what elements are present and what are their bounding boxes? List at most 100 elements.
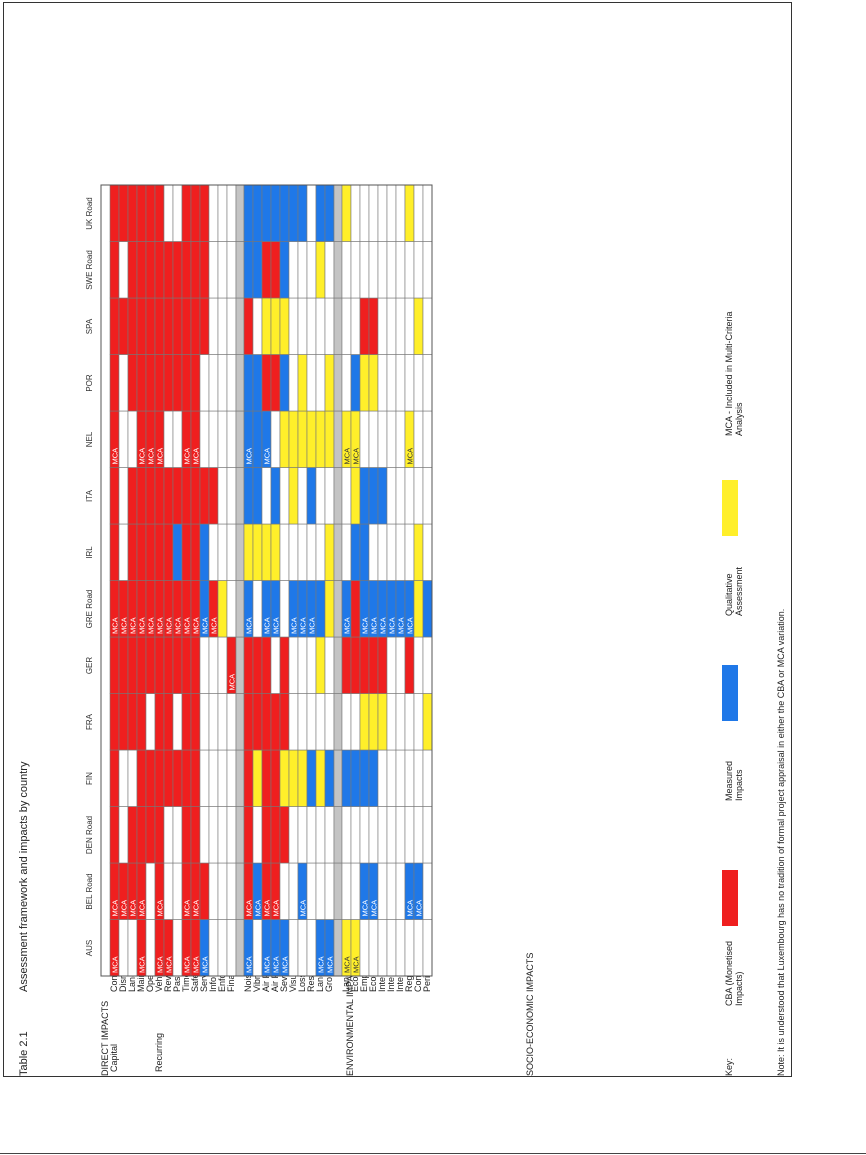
table-cell bbox=[118, 580, 129, 638]
table-cell bbox=[270, 354, 281, 412]
table-cell bbox=[181, 749, 192, 807]
table-cell bbox=[154, 636, 165, 694]
table-cell bbox=[297, 297, 308, 355]
mca-marker: MCA bbox=[245, 900, 254, 917]
table-cell bbox=[359, 297, 370, 355]
table-cell bbox=[279, 862, 290, 920]
table-cell bbox=[235, 636, 245, 694]
mca-marker: MCA bbox=[147, 448, 156, 465]
table-cell bbox=[163, 580, 174, 638]
mca-marker: MCA bbox=[397, 617, 406, 634]
table-cell bbox=[279, 749, 290, 807]
table-cell bbox=[181, 862, 192, 920]
legend-swatch bbox=[722, 486, 738, 516]
mca-marker: MCA bbox=[111, 900, 120, 917]
mca-marker: MCA bbox=[245, 617, 254, 634]
mca-marker: MCA bbox=[201, 617, 210, 634]
table-cell bbox=[324, 523, 335, 581]
country-header: SWE Road bbox=[85, 250, 94, 290]
table-cell bbox=[181, 806, 192, 864]
table-cell bbox=[109, 241, 120, 299]
table-cell bbox=[324, 297, 335, 355]
table-cell bbox=[109, 806, 120, 864]
table-cell bbox=[333, 636, 343, 694]
table-cell bbox=[145, 354, 156, 412]
table-cell bbox=[190, 184, 201, 242]
table-cell bbox=[359, 749, 370, 807]
table-cell bbox=[190, 749, 201, 807]
mca-marker: MCA bbox=[290, 617, 299, 634]
table-cell bbox=[127, 806, 138, 864]
table-cell bbox=[341, 749, 352, 807]
table-cell bbox=[404, 523, 415, 581]
table-cell bbox=[288, 410, 299, 468]
table-cell bbox=[333, 693, 343, 751]
table-cell bbox=[261, 749, 272, 807]
table-cell bbox=[190, 467, 201, 525]
table-cell bbox=[404, 467, 415, 525]
table-cell bbox=[181, 580, 192, 638]
mca-marker: MCA bbox=[272, 617, 281, 634]
table-cell bbox=[199, 749, 210, 807]
table-cell bbox=[261, 467, 272, 525]
mca-marker: MCA bbox=[406, 617, 415, 634]
table-cell bbox=[350, 806, 361, 864]
table-cell bbox=[279, 636, 290, 694]
table-cell bbox=[341, 241, 352, 299]
table-cell bbox=[315, 467, 326, 525]
table-cell bbox=[359, 241, 370, 299]
table-cell bbox=[181, 467, 192, 525]
table-cell bbox=[377, 862, 388, 920]
table-cell bbox=[341, 523, 352, 581]
table-cell bbox=[324, 354, 335, 412]
mca-marker: MCA bbox=[245, 448, 254, 465]
table-cell bbox=[235, 410, 245, 468]
table-cell bbox=[127, 184, 138, 242]
table-cell bbox=[199, 806, 210, 864]
table-cell bbox=[136, 523, 147, 581]
table-cell bbox=[208, 580, 219, 638]
table-cell bbox=[172, 523, 183, 581]
table-cell bbox=[395, 862, 406, 920]
table-cell bbox=[324, 410, 335, 468]
table-cell bbox=[333, 806, 343, 864]
table-cell bbox=[208, 523, 219, 581]
table-cell bbox=[368, 749, 379, 807]
table-cell bbox=[136, 580, 147, 638]
table-cell bbox=[422, 184, 433, 242]
table-cell bbox=[333, 354, 343, 412]
table-cell bbox=[127, 241, 138, 299]
mca-marker: MCA bbox=[370, 617, 379, 634]
table-cell bbox=[413, 806, 424, 864]
table-cell bbox=[208, 467, 219, 525]
country-header: NEL bbox=[85, 431, 94, 448]
table-cell bbox=[377, 749, 388, 807]
table-cell bbox=[243, 241, 254, 299]
table-cell bbox=[413, 354, 424, 412]
table-cell bbox=[359, 467, 370, 525]
table-cell bbox=[127, 636, 138, 694]
table-cell bbox=[413, 580, 424, 638]
table-cell bbox=[217, 580, 228, 638]
row-label: Financing / Taxation bbox=[226, 912, 236, 992]
table-cell bbox=[377, 806, 388, 864]
table-cell bbox=[145, 693, 156, 751]
table-cell bbox=[333, 410, 343, 468]
table-cell bbox=[341, 410, 352, 468]
table-cell bbox=[422, 410, 433, 468]
mca-marker: MCA bbox=[406, 448, 415, 465]
table-cell bbox=[315, 354, 326, 412]
table-cell bbox=[136, 354, 147, 412]
table-cell bbox=[217, 806, 228, 864]
table-cell bbox=[235, 749, 245, 807]
table-cell bbox=[270, 297, 281, 355]
legend-item-label: CBA (Monetised Impacts) bbox=[724, 940, 744, 1006]
table-cell bbox=[377, 580, 388, 638]
table-cell bbox=[154, 749, 165, 807]
mca-marker: MCA bbox=[192, 900, 201, 917]
table-cell bbox=[181, 354, 192, 412]
table-cell bbox=[422, 636, 433, 694]
table-cell bbox=[136, 297, 147, 355]
mca-marker: MCA bbox=[388, 617, 397, 634]
table-cell bbox=[395, 749, 406, 807]
